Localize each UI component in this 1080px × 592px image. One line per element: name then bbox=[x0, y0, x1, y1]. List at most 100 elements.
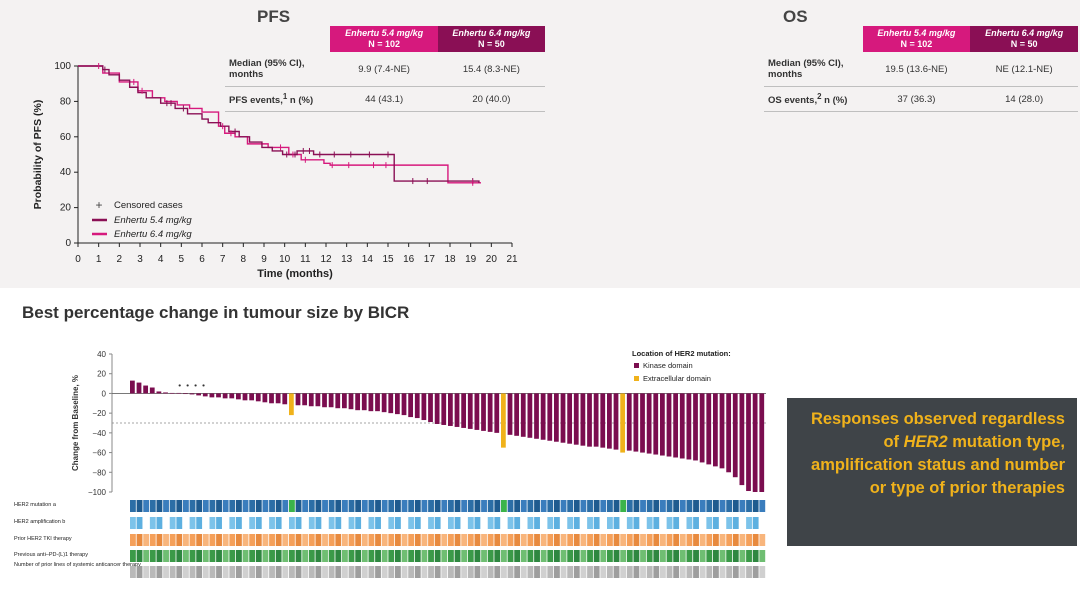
waterfall-bar bbox=[633, 393, 639, 452]
track-cell bbox=[679, 534, 686, 546]
track-cell bbox=[408, 566, 415, 578]
track-cell bbox=[580, 550, 587, 562]
track-cell bbox=[726, 566, 733, 578]
track-cell bbox=[474, 500, 481, 512]
track-cell bbox=[507, 550, 514, 562]
track-cell bbox=[342, 517, 348, 529]
track-cell bbox=[679, 550, 686, 562]
waterfall-bar bbox=[653, 393, 659, 455]
track-cell bbox=[554, 550, 560, 562]
track-cell bbox=[136, 566, 143, 578]
waterfall-bar bbox=[381, 393, 387, 413]
x-tick-label: 8 bbox=[241, 254, 247, 265]
track-cell bbox=[282, 500, 289, 512]
track-cell bbox=[308, 534, 315, 546]
track-cell bbox=[693, 500, 699, 512]
track-cell bbox=[163, 550, 169, 562]
track-cell bbox=[739, 500, 746, 512]
track-cell bbox=[739, 517, 746, 529]
track-cell bbox=[202, 517, 209, 529]
track-cell bbox=[474, 534, 481, 546]
track-cell bbox=[335, 500, 342, 512]
track-cell bbox=[593, 517, 600, 529]
waterfall-bar bbox=[752, 393, 758, 492]
track-cell bbox=[520, 500, 527, 512]
not-evaluable-dot bbox=[194, 384, 197, 387]
track-cell bbox=[726, 534, 733, 546]
waterfall-bar bbox=[328, 393, 334, 408]
track-cell bbox=[361, 500, 368, 512]
track-cell bbox=[494, 534, 501, 546]
waterfall-bar bbox=[660, 393, 665, 456]
waterfall-bar bbox=[713, 393, 718, 467]
track-cell bbox=[156, 517, 163, 529]
cell-value: NE (12.1-NE) bbox=[970, 52, 1078, 87]
track-cell bbox=[633, 534, 640, 546]
track-cell bbox=[149, 500, 156, 512]
track-cell bbox=[348, 550, 355, 562]
waterfall-bar bbox=[448, 393, 453, 426]
track-cell bbox=[699, 500, 706, 512]
waterfall-bar bbox=[481, 393, 486, 431]
track-cell bbox=[494, 566, 501, 578]
track-cell bbox=[414, 500, 421, 512]
track-cell bbox=[322, 534, 328, 546]
track-cell bbox=[540, 566, 547, 578]
track-cell bbox=[236, 550, 242, 562]
track-cell bbox=[673, 517, 680, 529]
track-cell bbox=[587, 517, 593, 529]
track-cell bbox=[746, 534, 752, 546]
waterfall-bar bbox=[461, 393, 467, 428]
track-cell bbox=[255, 534, 262, 546]
track-cell bbox=[514, 566, 521, 578]
track-cell bbox=[249, 550, 256, 562]
track-cell bbox=[395, 517, 401, 529]
pfs-header-arm-64: Enhertu 6.4 mg/kg N = 50 bbox=[437, 26, 545, 52]
waterfall-bar bbox=[640, 393, 645, 453]
waterfall-bar bbox=[607, 393, 612, 449]
track-cell bbox=[348, 500, 355, 512]
track-cell bbox=[626, 517, 633, 529]
track-cell bbox=[375, 566, 381, 578]
track-cell bbox=[375, 534, 381, 546]
waterfall-bar bbox=[626, 393, 632, 451]
track-cell bbox=[587, 550, 593, 562]
track-cell bbox=[236, 566, 242, 578]
x-tick-label: 15 bbox=[382, 254, 394, 265]
track-label: HER2 amplification b bbox=[14, 519, 65, 525]
track-cell bbox=[693, 534, 699, 546]
track-cell bbox=[448, 500, 454, 512]
y-tick-label: 20 bbox=[97, 370, 106, 379]
track-cell bbox=[507, 517, 514, 529]
track-cell bbox=[646, 566, 653, 578]
track-cell bbox=[706, 566, 713, 578]
track-cell bbox=[699, 550, 706, 562]
track-cell bbox=[229, 534, 236, 546]
track-cell bbox=[262, 566, 269, 578]
track-cell bbox=[163, 517, 169, 529]
track-cell bbox=[673, 566, 680, 578]
track-cell bbox=[600, 517, 607, 529]
track-cell bbox=[183, 566, 189, 578]
track-cell bbox=[660, 550, 666, 562]
track-cell bbox=[560, 550, 567, 562]
track-cell bbox=[196, 550, 203, 562]
track-cell bbox=[487, 517, 494, 529]
track-cell bbox=[441, 500, 448, 512]
track-cell bbox=[395, 500, 401, 512]
track-cell bbox=[441, 550, 448, 562]
track-cell bbox=[759, 566, 766, 578]
track-cell bbox=[414, 550, 421, 562]
track-cell bbox=[527, 566, 534, 578]
track-cell bbox=[262, 534, 269, 546]
track-cell bbox=[554, 534, 560, 546]
track-cell bbox=[308, 566, 315, 578]
x-tick-label: 21 bbox=[506, 254, 518, 265]
track-cell bbox=[355, 500, 362, 512]
track-cell bbox=[666, 500, 673, 512]
track-cell bbox=[302, 550, 309, 562]
track-cell bbox=[348, 566, 355, 578]
track-cell bbox=[567, 566, 574, 578]
track-cell bbox=[269, 566, 275, 578]
track-cell bbox=[130, 550, 136, 562]
